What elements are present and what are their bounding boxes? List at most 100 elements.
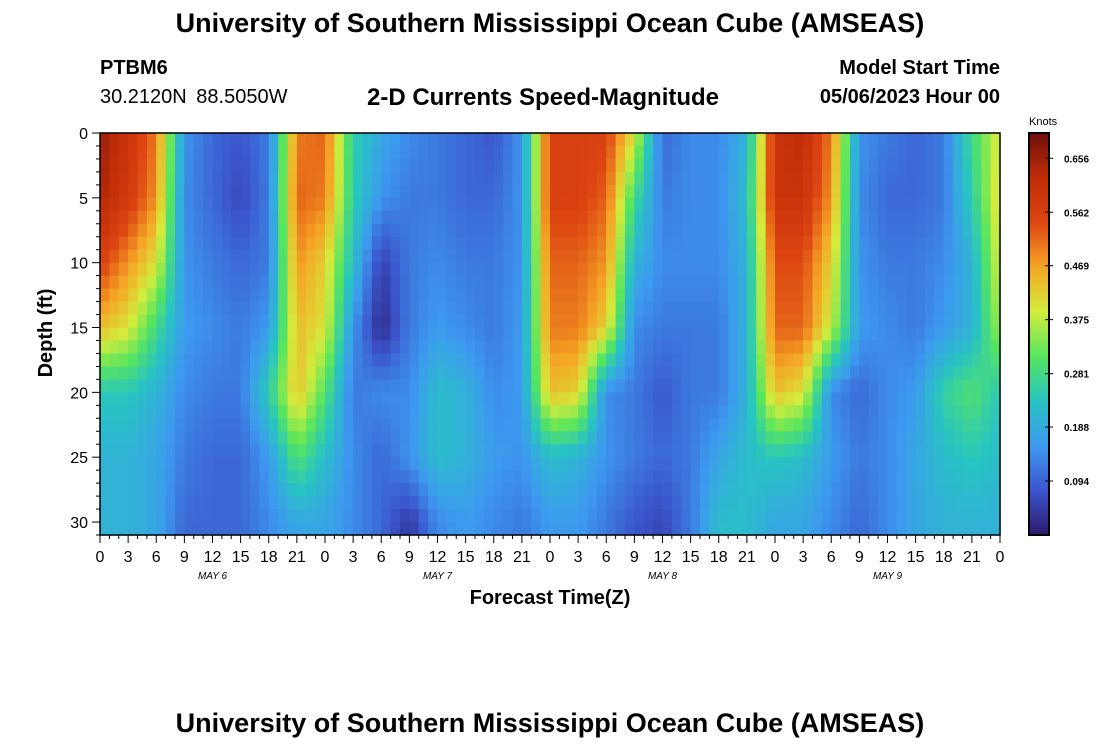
heatmap-cell bbox=[390, 509, 401, 523]
heatmap-cell bbox=[521, 366, 532, 380]
heatmap-cell bbox=[550, 327, 560, 342]
heatmap-cell bbox=[831, 379, 842, 393]
heatmap-cell bbox=[231, 431, 242, 445]
heatmap-cell bbox=[503, 288, 514, 303]
heatmap-cell bbox=[306, 197, 317, 212]
heatmap-cell bbox=[371, 444, 382, 458]
heatmap-cell bbox=[896, 444, 907, 458]
heatmap-cell bbox=[737, 288, 748, 303]
heatmap-cell bbox=[859, 509, 870, 523]
heatmap-cell bbox=[193, 210, 204, 225]
heatmap-cell bbox=[484, 210, 495, 225]
heatmap-cell bbox=[812, 314, 823, 329]
heatmap-cell bbox=[737, 444, 748, 458]
heatmap-cell bbox=[821, 431, 832, 445]
heatmap-cell bbox=[868, 522, 879, 536]
heatmap-cell bbox=[709, 158, 720, 173]
heatmap-cell bbox=[671, 379, 682, 393]
heatmap-cell bbox=[615, 184, 626, 199]
heatmap-cell bbox=[700, 405, 710, 419]
heatmap-cell bbox=[465, 223, 476, 238]
heatmap-cell bbox=[221, 431, 232, 445]
heatmap-cell bbox=[578, 522, 589, 536]
heatmap-cell bbox=[521, 444, 532, 458]
heatmap-cell bbox=[681, 145, 692, 160]
heatmap-cell bbox=[878, 249, 889, 264]
heatmap-cell bbox=[250, 444, 260, 458]
heatmap-cell bbox=[128, 470, 139, 484]
heatmap-cell bbox=[821, 405, 832, 419]
heatmap-cell bbox=[840, 158, 851, 173]
heatmap-cell bbox=[568, 418, 579, 432]
heatmap-cell bbox=[390, 457, 401, 471]
heatmap-cell bbox=[596, 223, 607, 238]
heatmap-cell bbox=[812, 522, 823, 536]
heatmap-cell bbox=[353, 470, 364, 484]
heatmap-cell bbox=[625, 158, 635, 173]
day-label: MAY 8 bbox=[648, 571, 678, 582]
heatmap-cell bbox=[418, 145, 429, 160]
heatmap-cell bbox=[325, 470, 335, 484]
heatmap-cell bbox=[643, 197, 654, 212]
heatmap-cell bbox=[371, 275, 382, 290]
heatmap-cell bbox=[503, 197, 514, 212]
heatmap-cell bbox=[878, 418, 889, 432]
heatmap-cell bbox=[175, 262, 185, 277]
heatmap-cell bbox=[906, 392, 917, 406]
heatmap-cell bbox=[400, 431, 410, 445]
heatmap-cell bbox=[503, 133, 514, 147]
heatmap-cell bbox=[540, 184, 551, 199]
heatmap-cell bbox=[156, 509, 167, 523]
heatmap-cell bbox=[184, 197, 195, 212]
heatmap-cell bbox=[906, 470, 917, 484]
heatmap-cell bbox=[653, 184, 664, 199]
heatmap-cell bbox=[690, 353, 701, 368]
heatmap-cell bbox=[690, 184, 701, 199]
heatmap-cell bbox=[165, 366, 176, 380]
heatmap-cell bbox=[803, 522, 814, 536]
heatmap-cell bbox=[334, 366, 345, 380]
heatmap-cell bbox=[287, 301, 298, 316]
heatmap-cell bbox=[240, 483, 251, 497]
heatmap-cell bbox=[343, 509, 354, 523]
heatmap-cell bbox=[821, 457, 832, 471]
heatmap-cell bbox=[587, 392, 598, 406]
heatmap-cell bbox=[456, 210, 467, 225]
heatmap-cell bbox=[840, 133, 851, 147]
heatmap-cell bbox=[981, 340, 992, 355]
heatmap-cell bbox=[756, 353, 767, 368]
heatmap-cell bbox=[971, 496, 982, 510]
heatmap-cell bbox=[137, 145, 148, 160]
heatmap-cell bbox=[850, 249, 860, 264]
heatmap-cell bbox=[268, 483, 279, 497]
heatmap-cell bbox=[137, 366, 148, 380]
heatmap-cell bbox=[671, 171, 682, 186]
heatmap-cell bbox=[531, 145, 542, 160]
heatmap-cell bbox=[156, 249, 167, 264]
heatmap-cell bbox=[231, 210, 242, 225]
heatmap-cell bbox=[915, 158, 926, 173]
heatmap-cell bbox=[596, 197, 607, 212]
heatmap-cell bbox=[287, 158, 298, 173]
heatmap-cell bbox=[353, 197, 364, 212]
heatmap-cell bbox=[531, 158, 542, 173]
heatmap-cell bbox=[250, 496, 260, 510]
heatmap-cell bbox=[737, 184, 748, 199]
heatmap-cell bbox=[334, 457, 345, 471]
heatmap-cell bbox=[418, 340, 429, 355]
heatmap-cell bbox=[371, 171, 382, 186]
heatmap-cell bbox=[981, 418, 992, 432]
heatmap-cell bbox=[981, 366, 992, 380]
heatmap-cell bbox=[793, 353, 804, 368]
heatmap-cell bbox=[184, 496, 195, 510]
heatmap-cell bbox=[456, 184, 467, 199]
heatmap-cell bbox=[831, 509, 842, 523]
heatmap-cell bbox=[859, 431, 870, 445]
heatmap-cell bbox=[343, 353, 354, 368]
heatmap-cell bbox=[418, 405, 429, 419]
heatmap-cell bbox=[850, 262, 860, 277]
heatmap-cell bbox=[550, 457, 560, 471]
heatmap-cell bbox=[709, 145, 720, 160]
heatmap-cell bbox=[184, 340, 195, 355]
heatmap-cell bbox=[840, 431, 851, 445]
